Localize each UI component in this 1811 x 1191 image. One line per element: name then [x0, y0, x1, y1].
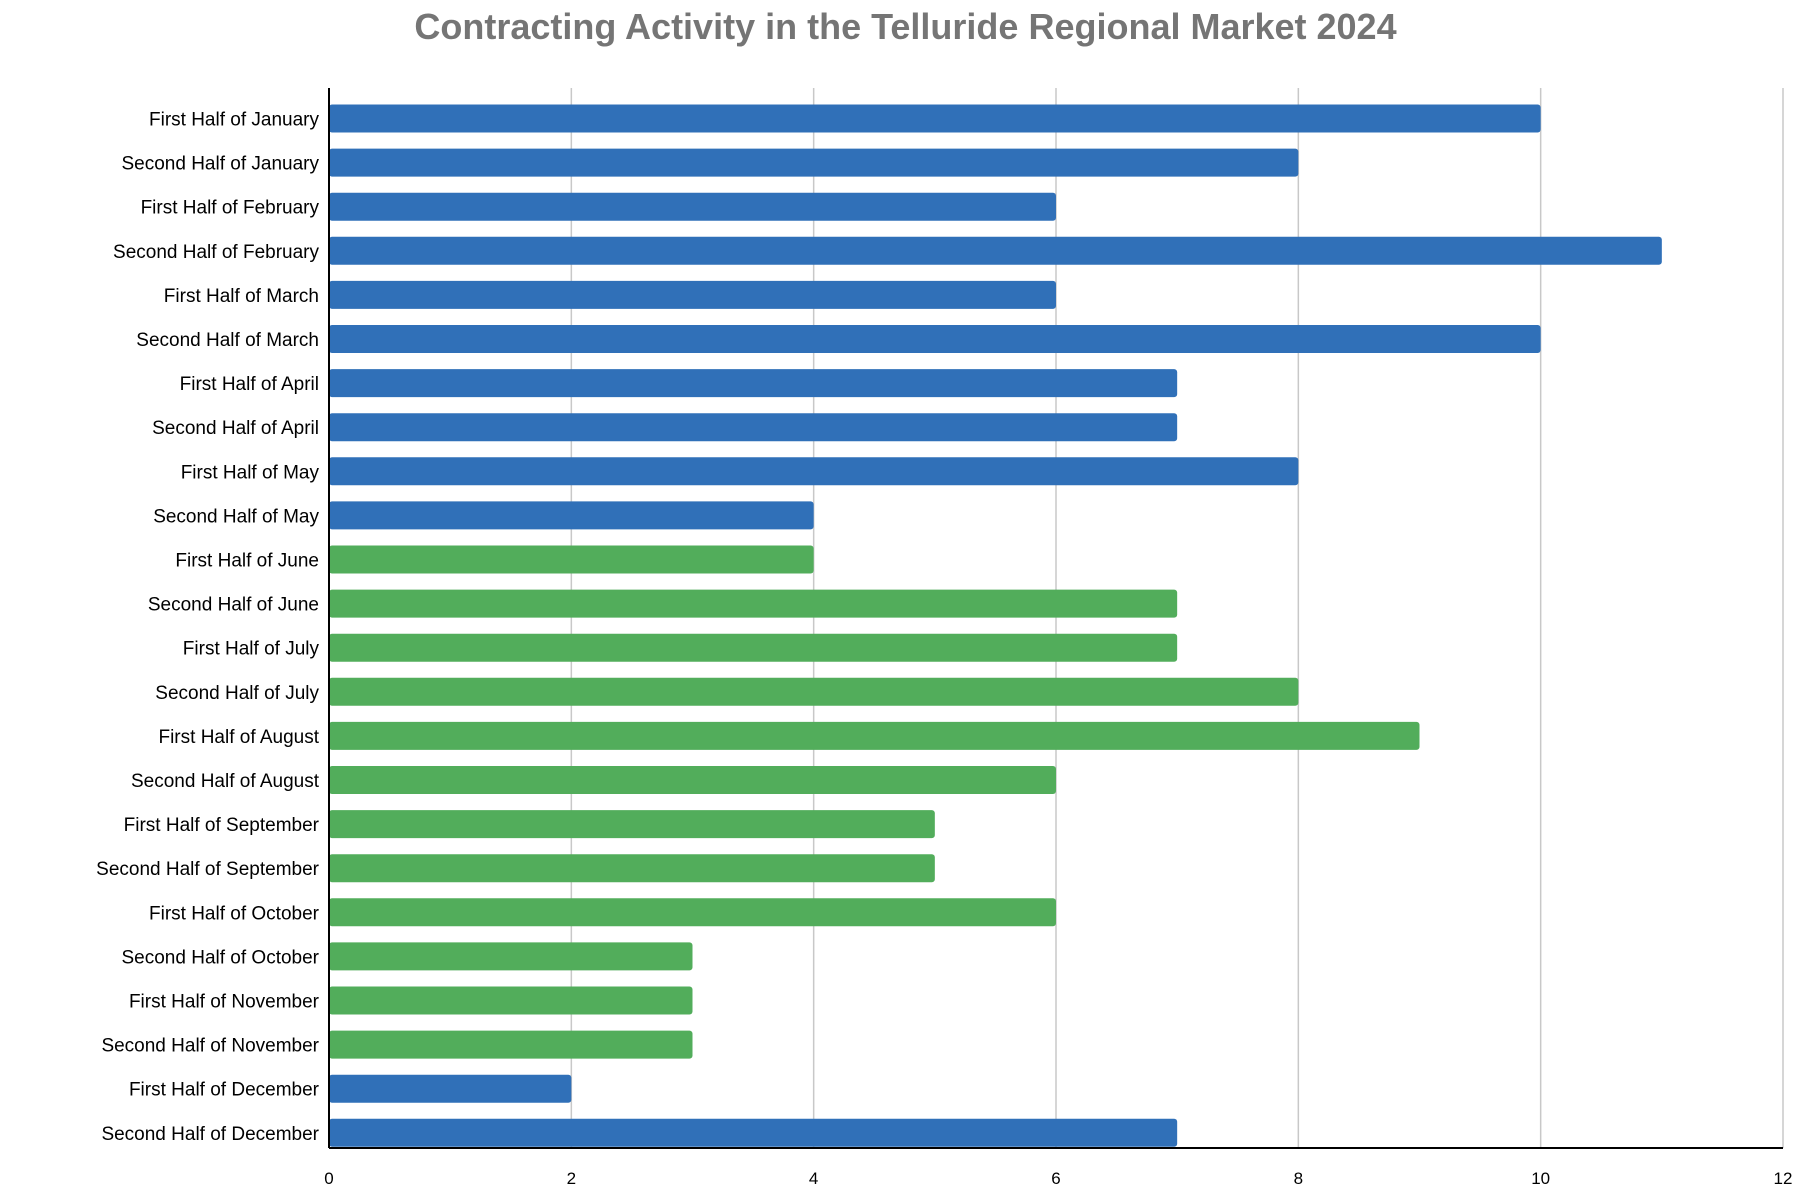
bar: [329, 545, 814, 574]
category-label: First Half of March: [164, 286, 319, 307]
bar: [329, 280, 1056, 309]
bar: [329, 325, 1541, 353]
category-label: Second Half of March: [136, 330, 319, 351]
x-tick-label: 8: [1294, 1169, 1303, 1188]
bar: [329, 721, 1420, 750]
bar: [329, 236, 1662, 265]
bar: [329, 1074, 572, 1103]
category-label: Second Half of July: [155, 683, 319, 704]
category-label: First Half of November: [129, 992, 320, 1013]
bar: [329, 942, 693, 971]
category-label: First Half of May: [181, 462, 320, 483]
x-tick-label: 2: [567, 1169, 576, 1188]
bar: [329, 104, 1541, 133]
bar: [329, 986, 693, 1015]
category-label: Second Half of February: [113, 242, 319, 263]
category-label: First Half of June: [175, 551, 319, 572]
category-label: Second Half of April: [152, 418, 319, 439]
category-label: Second Half of November: [101, 1036, 319, 1057]
bars: [329, 104, 1662, 1147]
category-label: First Half of April: [180, 374, 319, 395]
x-tick-label: 6: [1051, 1169, 1060, 1188]
bar: [329, 148, 1299, 177]
bar: [329, 589, 1178, 618]
x-tick-label: 12: [1774, 1169, 1793, 1188]
category-label: Second Half of September: [96, 859, 320, 880]
category-label: Second Half of June: [148, 595, 319, 616]
bar: [329, 501, 814, 530]
category-label: First Half of January: [149, 110, 319, 131]
bar: [329, 854, 935, 883]
bar: [329, 633, 1178, 662]
category-label: Second Half of August: [131, 771, 320, 792]
bar: [329, 192, 1056, 221]
bar: [329, 810, 935, 839]
category-label: Second Half of October: [122, 947, 320, 968]
category-label: First Half of February: [141, 198, 320, 219]
axes: [328, 88, 1783, 1149]
category-label: Second Half of May: [153, 506, 319, 527]
chart-title: Contracting Activity in the Telluride Re…: [414, 6, 1397, 47]
bar: [329, 1118, 1178, 1147]
bar: [329, 457, 1299, 486]
bar: [329, 677, 1299, 706]
category-label: Second Half of January: [121, 154, 319, 175]
category-label: First Half of September: [124, 815, 320, 836]
labels: 0 2 4 6 8 10 12 First Half of January Second Hal…: [96, 110, 1792, 1189]
x-tick-label: 0: [324, 1169, 333, 1188]
category-label: First Half of October: [149, 903, 320, 924]
category-label: First Half of December: [129, 1080, 320, 1101]
category-label: Second Half of December: [101, 1124, 319, 1145]
category-label: First Half of August: [158, 727, 319, 748]
bar: [329, 898, 1056, 927]
category-label: First Half of July: [183, 639, 320, 660]
x-tick-label: 4: [809, 1169, 818, 1188]
bar: [329, 369, 1178, 398]
bar: [329, 1030, 693, 1059]
bar: [329, 413, 1178, 442]
x-tick-label: 10: [1531, 1169, 1550, 1188]
bar: [329, 766, 1056, 794]
